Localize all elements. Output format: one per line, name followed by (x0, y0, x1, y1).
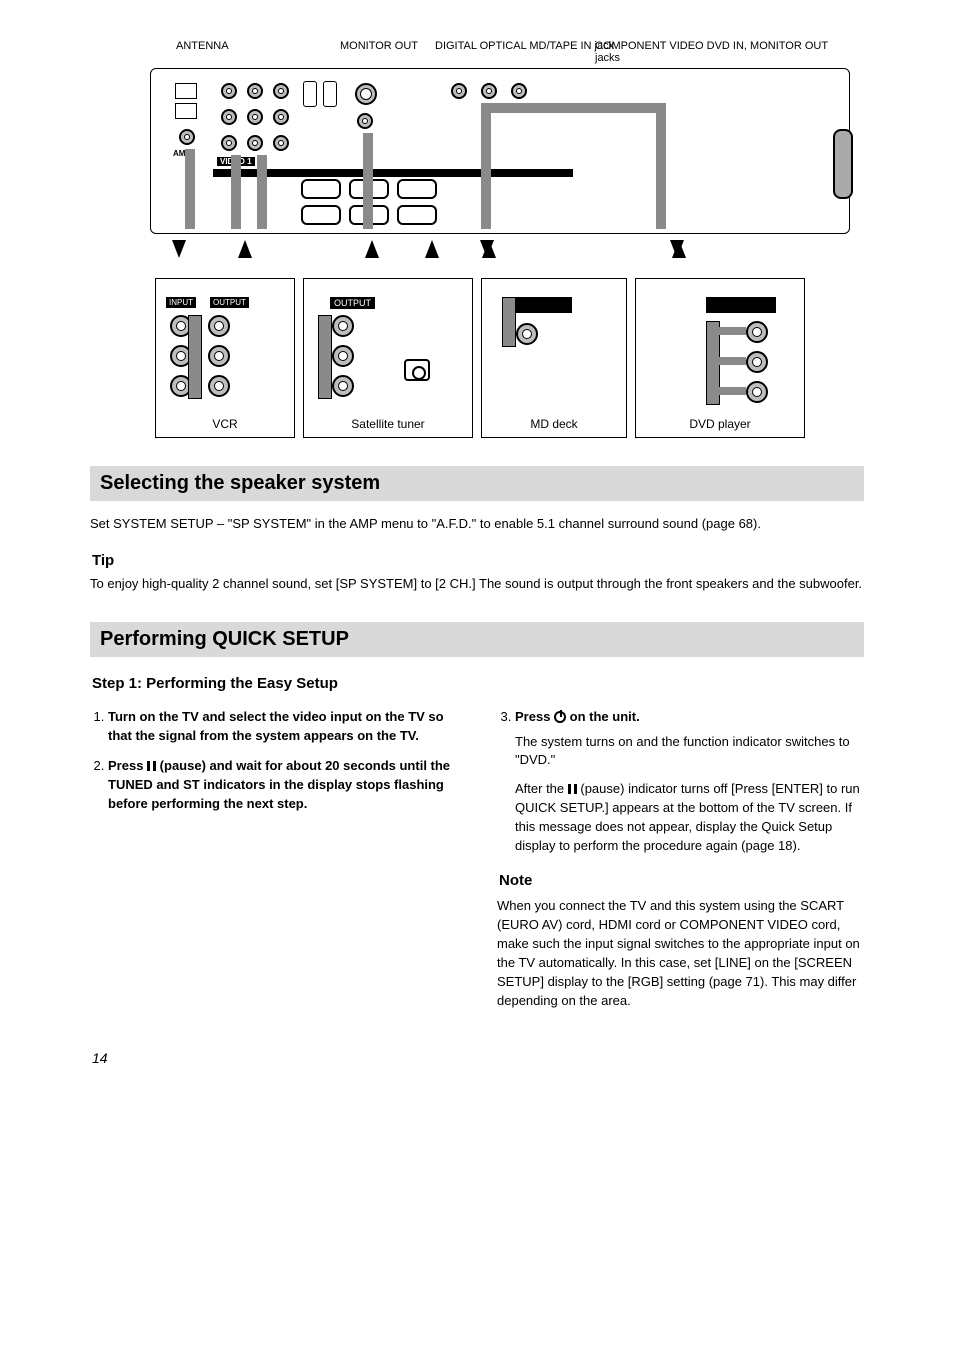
annot-monitor: MONITOR OUT (340, 40, 418, 52)
step-3: Press on the unit. The system turns on a… (515, 708, 864, 856)
tip-heading: Tip (92, 552, 864, 569)
step-1: Turn on the TV and select the video inpu… (108, 708, 457, 746)
col-left: Turn on the TV and select the video inpu… (90, 708, 457, 1021)
panel-sat: OUTPUT Satellite tuner (303, 278, 473, 438)
quicksetup-subhead: Step 1: Performing the Easy Setup (92, 675, 864, 692)
steps-list: Turn on the TV and select the video inpu… (108, 708, 457, 814)
section-speaker-title: Selecting the speaker system (90, 466, 864, 501)
note-heading: Note (499, 870, 864, 892)
annot-component: COMPONENT VIDEO DVD IN, MONITOR OUT jack… (595, 40, 850, 64)
quicksetup-columns: Turn on the TV and select the video inpu… (90, 708, 864, 1021)
page-number: 14 (92, 1050, 864, 1066)
section-quicksetup-title: Performing QUICK SETUP (90, 622, 864, 657)
panel-dvd: DVD player (635, 278, 805, 438)
pause-icon (147, 758, 156, 777)
panel-vcr: INPUT OUTPUT VCR (155, 278, 295, 438)
diagram-annotations: ANTENNA MONITOR OUT DIGITAL OPTICAL MD/T… (150, 40, 850, 58)
step3-body1: The system turns on and the function ind… (515, 733, 864, 771)
panel-md: MD deck (481, 278, 627, 438)
annot-digital: DIGITAL OPTICAL MD/TAPE IN jack (435, 40, 614, 52)
col-right: Press on the unit. The system turns on a… (497, 708, 864, 1021)
arrow-band (150, 234, 850, 274)
tip-body: To enjoy high-quality 2 channel sound, s… (90, 575, 864, 594)
rear-panel-diagram: AM VIDEO 1 (150, 68, 850, 234)
note-body: When you connect the TV and this system … (497, 897, 864, 1010)
section-speaker-body: Set SYSTEM SETUP – "SP SYSTEM" in the AM… (90, 515, 864, 534)
device-panels: INPUT OUTPUT VCR OUTPUT Satellite tuner … (155, 278, 864, 438)
step-2: Press (pause) and wait for about 20 seco… (108, 757, 457, 814)
power-icon (554, 711, 566, 723)
pause-icon-2 (568, 781, 577, 800)
annot-antenna: ANTENNA (176, 40, 229, 52)
steps-list-right: Press on the unit. The system turns on a… (515, 708, 864, 856)
